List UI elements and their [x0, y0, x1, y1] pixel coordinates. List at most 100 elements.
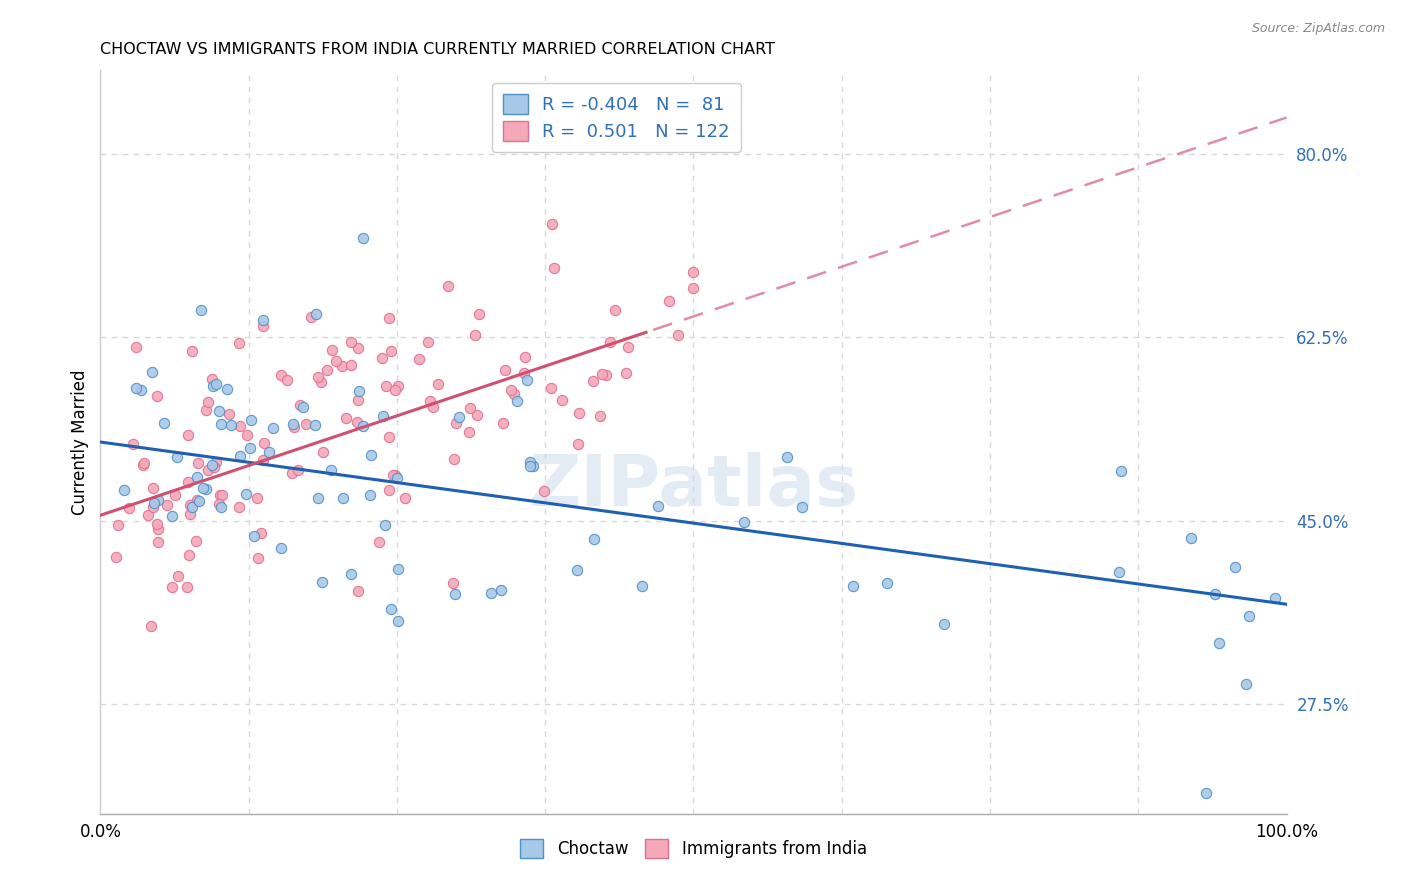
Point	[582, 533, 605, 547]
Point	[187, 456, 209, 470]
Point	[382, 467, 405, 482]
Point	[543, 260, 565, 275]
Point	[437, 279, 460, 293]
Point	[591, 368, 613, 382]
Point	[1109, 464, 1132, 478]
Point	[142, 500, 165, 515]
Point	[160, 580, 183, 594]
Point	[262, 420, 284, 434]
Point	[733, 516, 755, 530]
Point	[387, 379, 409, 393]
Point	[250, 525, 273, 540]
Point	[141, 365, 163, 379]
Point	[176, 427, 198, 442]
Point	[184, 533, 207, 548]
Point	[682, 281, 704, 295]
Point	[422, 400, 444, 414]
Point	[841, 579, 863, 593]
Point	[1204, 587, 1226, 601]
Point	[321, 343, 343, 358]
Point	[387, 614, 409, 628]
Point	[218, 407, 240, 421]
Point	[228, 336, 250, 351]
Point	[1237, 609, 1260, 624]
Point	[319, 463, 342, 477]
Point	[252, 436, 274, 450]
Point	[146, 517, 169, 532]
Point	[236, 428, 259, 442]
Point	[252, 453, 274, 467]
Point	[197, 395, 219, 409]
Point	[465, 408, 488, 422]
Point	[132, 456, 155, 470]
Point	[325, 354, 347, 368]
Point	[201, 378, 224, 392]
Point	[631, 579, 654, 593]
Point	[141, 619, 163, 633]
Point	[444, 587, 467, 601]
Point	[146, 492, 169, 507]
Point	[378, 311, 401, 326]
Point	[142, 481, 165, 495]
Point	[335, 410, 357, 425]
Point	[359, 488, 381, 502]
Point	[166, 450, 188, 464]
Point	[295, 417, 318, 432]
Point	[776, 450, 799, 464]
Point	[283, 420, 305, 434]
Point	[657, 293, 679, 308]
Point	[305, 307, 328, 321]
Text: ZIPatlas: ZIPatlas	[529, 452, 859, 521]
Point	[281, 467, 304, 481]
Point	[129, 383, 152, 397]
Text: CHOCTAW VS IMMIGRANTS FROM INDIA CURRENTLY MARRIED CORRELATION CHART: CHOCTAW VS IMMIGRANTS FROM INDIA CURRENT…	[100, 42, 775, 57]
Y-axis label: Currently Married: Currently Married	[72, 369, 89, 515]
Point	[229, 419, 252, 434]
Point	[112, 483, 135, 497]
Point	[374, 379, 396, 393]
Point	[347, 392, 370, 407]
Point	[515, 350, 537, 364]
Point	[346, 584, 368, 599]
Point	[790, 500, 813, 514]
Point	[380, 343, 402, 358]
Point	[117, 500, 139, 515]
Point	[503, 387, 526, 401]
Point	[443, 452, 465, 467]
Point	[494, 362, 516, 376]
Point	[160, 508, 183, 523]
Point	[447, 410, 470, 425]
Point	[307, 491, 329, 505]
Point	[179, 498, 201, 512]
Point	[1195, 786, 1218, 800]
Point	[270, 368, 292, 383]
Point	[489, 583, 512, 598]
Point	[501, 383, 523, 397]
Point	[311, 574, 333, 589]
Point	[384, 468, 406, 483]
Point	[176, 580, 198, 594]
Point	[513, 366, 536, 380]
Point	[595, 368, 617, 382]
Point	[1264, 591, 1286, 605]
Point	[419, 393, 441, 408]
Point	[360, 448, 382, 462]
Point	[467, 307, 489, 321]
Point	[229, 449, 252, 463]
Point	[371, 351, 394, 365]
Point	[582, 375, 605, 389]
Point	[195, 403, 218, 417]
Point	[208, 497, 231, 511]
Point	[209, 417, 232, 431]
Point	[309, 375, 332, 389]
Point	[211, 488, 233, 502]
Point	[177, 475, 200, 490]
Point	[207, 404, 229, 418]
Point	[876, 575, 898, 590]
Point	[516, 373, 538, 387]
Point	[340, 358, 363, 372]
Point	[603, 303, 626, 318]
Point	[252, 319, 274, 334]
Point	[292, 401, 315, 415]
Point	[209, 500, 232, 515]
